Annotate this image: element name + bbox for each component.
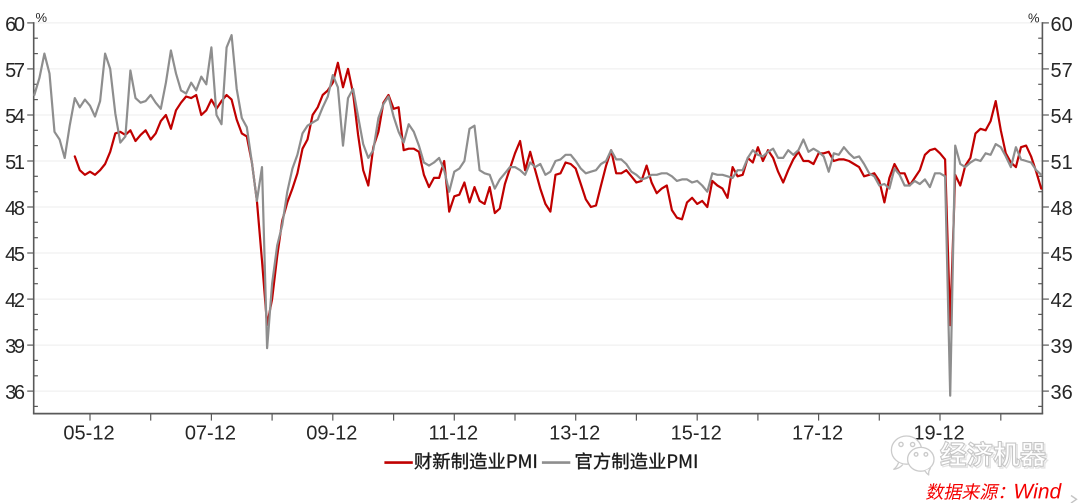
svg-text:11-12: 11-12 [428, 423, 478, 445]
svg-text:%: % [36, 10, 48, 25]
svg-text:39: 39 [1051, 336, 1073, 358]
svg-text:15-12: 15-12 [671, 423, 722, 445]
svg-text:51: 51 [1051, 152, 1073, 174]
svg-text:48: 48 [1051, 198, 1073, 220]
svg-text:60: 60 [1051, 14, 1073, 36]
svg-text:36: 36 [1051, 382, 1073, 404]
svg-text:05-12: 05-12 [63, 423, 114, 445]
svg-text:09-12: 09-12 [306, 423, 357, 445]
svg-text:54: 54 [1051, 106, 1073, 128]
svg-text:54: 54 [5, 106, 25, 128]
svg-text:13-12: 13-12 [549, 423, 600, 445]
svg-text:48: 48 [5, 198, 25, 220]
svg-text:07-12: 07-12 [185, 423, 236, 445]
svg-text:45: 45 [5, 244, 25, 266]
svg-text:36: 36 [5, 382, 25, 404]
svg-text:45: 45 [1051, 244, 1073, 266]
svg-text:51: 51 [5, 152, 25, 174]
svg-text:39: 39 [5, 336, 25, 358]
svg-text:19-12: 19-12 [913, 423, 964, 445]
svg-text:%: % [1028, 10, 1040, 25]
svg-text:57: 57 [1051, 60, 1073, 82]
svg-text:57: 57 [5, 60, 25, 82]
svg-text:17-12: 17-12 [792, 423, 843, 445]
svg-text:42: 42 [1051, 290, 1073, 312]
svg-text:42: 42 [5, 290, 25, 312]
svg-text:60: 60 [5, 14, 25, 36]
